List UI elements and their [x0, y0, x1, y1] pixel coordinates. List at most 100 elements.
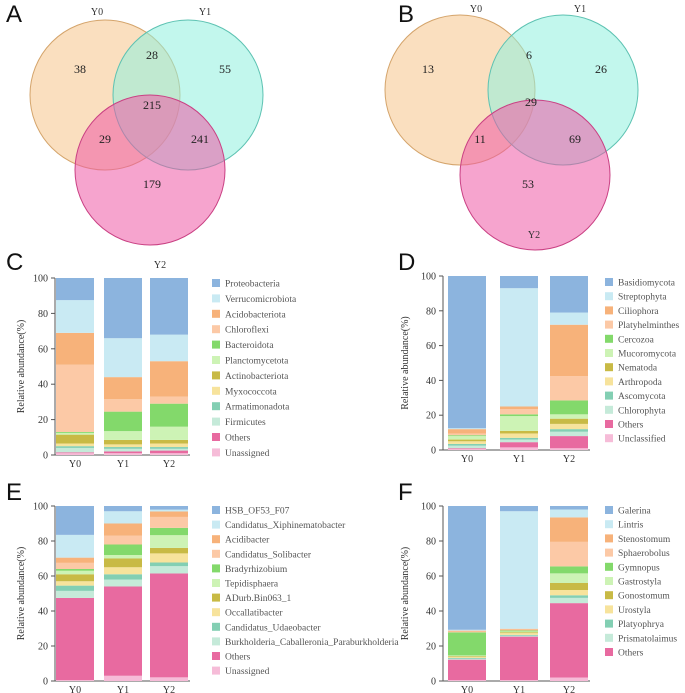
- y-tick-label: 80: [426, 537, 436, 548]
- bar-segment: [56, 278, 94, 301]
- bar-segment: [56, 590, 94, 598]
- bar-segment: [150, 535, 188, 548]
- legend-swatch: [212, 637, 220, 646]
- bar-segment: [500, 409, 538, 415]
- bar-segment: [448, 657, 486, 659]
- bar-segment: [150, 448, 188, 451]
- bar-segment: [448, 659, 486, 681]
- legend-label: Proteobacteria: [225, 280, 281, 290]
- bar-segment: [448, 439, 486, 442]
- y-tick-label: 0: [431, 677, 436, 688]
- bar-segment: [104, 544, 142, 555]
- venn-set-label: Y1: [574, 4, 586, 15]
- legend-swatch: [605, 363, 613, 372]
- bar-segment: [150, 447, 188, 449]
- legend-swatch: [605, 520, 613, 529]
- bar-segment: [56, 432, 94, 435]
- bar-segment: [150, 562, 188, 567]
- legend-swatch: [212, 279, 220, 287]
- venn-count-only-c: 179: [143, 177, 161, 191]
- panel-letter: F: [398, 479, 413, 506]
- legend-swatch: [212, 309, 220, 318]
- bar-segment: [104, 535, 142, 545]
- bar-segment: [500, 437, 538, 440]
- y-tick-label: 60: [426, 341, 436, 352]
- bar-segment: [500, 414, 538, 417]
- legend-swatch: [212, 433, 220, 441]
- y-tick-label: 40: [426, 376, 436, 387]
- bar-segment: [550, 677, 588, 681]
- bar-segment: [448, 441, 486, 444]
- bar-segment: [500, 447, 538, 450]
- legend-label: Prismatolaimus: [618, 634, 677, 644]
- venn-circle-y2: [74, 94, 226, 246]
- bar-segment: [448, 433, 486, 436]
- bar-segment: [550, 506, 588, 510]
- legend-label: Platyophrya: [618, 620, 665, 630]
- bar-segment: [500, 276, 538, 289]
- bar-segment: [104, 451, 142, 454]
- bar-segment: [150, 439, 188, 444]
- venn-set-label: Y0: [470, 4, 482, 15]
- legend-swatch: [605, 591, 613, 600]
- y-axis-label: Relative abundance(%): [400, 316, 411, 410]
- legend-label: Unassigned: [225, 667, 270, 677]
- legend-label: Ascomycota: [618, 392, 666, 402]
- y-tick-label: 40: [38, 607, 48, 618]
- bar-segment: [500, 416, 538, 431]
- legend-swatch: [605, 334, 613, 343]
- legend-swatch: [605, 548, 613, 557]
- x-tick-label: Y2: [163, 685, 175, 693]
- legend-label: Verrucomicrobiota: [225, 295, 297, 305]
- legend-swatch: [212, 402, 220, 411]
- bar-segment: [150, 426, 188, 440]
- panel-letter: C: [6, 249, 23, 276]
- bar-segment: [150, 450, 188, 454]
- legend-label: Acidibacter: [225, 536, 270, 546]
- panel-letter: A: [6, 1, 22, 28]
- x-tick-label: Y0: [461, 454, 473, 465]
- bar-segment: [500, 433, 538, 438]
- legend-swatch: [605, 320, 613, 329]
- bar-segment: [550, 590, 588, 596]
- legend-label: Candidatus_Xiphinematobacter: [225, 521, 346, 531]
- venn-diagram-a: A Y0 Y1 Y2 38 28 55 215 29 241 179: [6, 1, 264, 271]
- legend-swatch: [212, 520, 220, 529]
- bar-segment: [56, 562, 94, 569]
- stacked-bar-chart-d: D 0 20 40 60 80 100 Relative abundance(%) Y0 Y1 Y2…: [398, 249, 680, 465]
- bar-segment: [150, 516, 188, 528]
- panel-letter: B: [398, 1, 414, 28]
- legend-label: Gastrostyla: [618, 578, 662, 588]
- legend-label: Arthropoda: [618, 378, 663, 388]
- legend-swatch: [605, 391, 613, 400]
- bar-segment: [500, 511, 538, 629]
- bar-segment: [448, 429, 486, 434]
- legend-label: Ciliophora: [618, 307, 659, 317]
- legend-label: Platyhelminthes: [618, 321, 680, 331]
- bar-segment: [150, 334, 188, 362]
- y-tick-label: 60: [38, 572, 48, 583]
- bar-segment: [150, 396, 188, 404]
- x-tick-label: Y2: [163, 459, 175, 470]
- legend-label: Basidiomycota: [618, 279, 676, 289]
- bar-segment: [448, 443, 486, 446]
- bar-segment: [56, 447, 94, 453]
- y-tick-label: 40: [426, 607, 436, 618]
- bar-segment: [104, 574, 142, 580]
- legend-swatch: [605, 648, 613, 656]
- legend-label: Others: [618, 421, 644, 431]
- x-tick-label: Y0: [69, 459, 81, 470]
- venn-count-abc: 29: [525, 95, 537, 109]
- bar-segment: [104, 411, 142, 432]
- bar-segment: [104, 447, 142, 449]
- legend-swatch: [605, 349, 613, 357]
- panel-letter: D: [398, 249, 415, 276]
- legend-label: Candidatus_Udaeobacter: [225, 623, 321, 633]
- bar-segment: [104, 579, 142, 587]
- bar-segment: [500, 406, 538, 410]
- legend-swatch: [212, 579, 220, 587]
- bar-segment: [550, 429, 588, 432]
- bar-segment: [448, 656, 486, 658]
- bar-segment: [104, 511, 142, 524]
- bar-segment: [550, 418, 588, 424]
